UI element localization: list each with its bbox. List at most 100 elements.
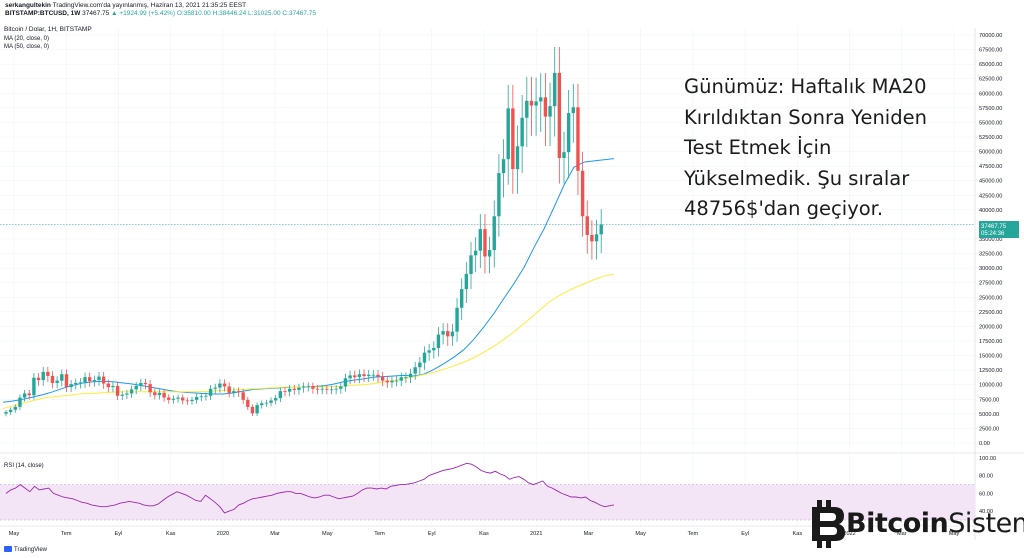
candle-body: [106, 383, 110, 388]
candle-body: [27, 393, 31, 396]
candle-body: [483, 229, 487, 257]
annotation-line: Günümüz: Haftalık MA20: [684, 75, 927, 98]
candle-body: [18, 397, 22, 407]
time-tick-label: 2022: [843, 531, 855, 537]
bitcoinsistemi-brand: BitcoinSistemi: [808, 498, 1024, 550]
candle-body: [515, 146, 520, 170]
moving-averages: [2, 158, 615, 410]
candle-body: [36, 377, 41, 381]
candle-body: [362, 374, 366, 376]
candle-body: [334, 388, 338, 390]
tradingview-logo[interactable]: TradingView: [4, 546, 47, 553]
price-tick-label: 12500.00: [979, 368, 1002, 374]
candle-body: [511, 108, 515, 170]
candle-body: [213, 387, 217, 389]
candle-body: [320, 388, 324, 390]
price-tick-label: 47500.00: [979, 164, 1002, 170]
legend-ma50: MA (50, close, 0): [4, 44, 49, 50]
candle-body: [255, 405, 259, 414]
candle-body: [548, 106, 552, 117]
candle-body: [408, 373, 413, 378]
candle-body: [185, 400, 190, 402]
candle-body: [576, 107, 580, 171]
candle-body: [376, 374, 380, 377]
time-tick-label: Mar: [270, 531, 280, 537]
candle-body: [274, 398, 278, 401]
candle-body: [380, 376, 385, 381]
time-tick-label: Tem: [61, 531, 72, 537]
candle-body: [204, 395, 208, 397]
candle-body: [199, 396, 203, 398]
candle-body: [218, 383, 222, 388]
candle-body: [55, 380, 59, 383]
price-tick-label: 5000.00: [979, 412, 999, 418]
time-tick-label: Eyl: [741, 531, 749, 537]
candle-body: [241, 392, 245, 400]
price-tick-label: 65000.00: [979, 62, 1002, 68]
candle-body: [590, 234, 594, 242]
price-tick-label: 30000.00: [979, 266, 1002, 272]
candle-body: [78, 382, 83, 384]
candle-body: [367, 374, 371, 376]
author-name: serkangultekin: [5, 2, 51, 9]
site-name-part1: Bitcoin: [846, 508, 949, 539]
candle-body: [357, 374, 362, 378]
candle-body: [13, 406, 17, 410]
candle-body: [571, 107, 575, 114]
price-change: ▲ +1924.99 (+5.42%): [111, 10, 176, 17]
candle-body: [167, 397, 171, 400]
candle-body: [69, 384, 73, 388]
last-price: 37467.75: [82, 10, 110, 17]
last-price-marker: 37467.75 05:24:36: [979, 221, 1019, 238]
rsi-tick-label: 60.00: [979, 491, 993, 497]
candle-body: [157, 392, 162, 396]
price-tick-label: 57500.00: [979, 106, 1002, 112]
time-tick-label: 2020: [217, 531, 229, 537]
candle-body: [478, 229, 482, 251]
time-tick-label: May: [635, 531, 646, 537]
price-tick-label: 52500.00: [979, 135, 1002, 141]
time-tick-label: May: [9, 531, 20, 537]
candle-body: [390, 380, 394, 383]
candle-body: [520, 117, 524, 147]
price-tick-label: 40000.00: [979, 208, 1002, 214]
candle-body: [101, 376, 106, 384]
site-name-part2: Sistemi: [948, 508, 1024, 539]
candle-body: [88, 377, 92, 382]
candle-body: [446, 331, 450, 337]
candle-body: [353, 375, 357, 378]
candle-body: [264, 402, 269, 404]
candle-body: [432, 347, 436, 351]
candle-body: [22, 393, 27, 398]
time-tick-label: Tem: [374, 531, 385, 537]
candlestick-series: [4, 46, 603, 417]
price-tick-label: 50000.00: [979, 150, 1002, 156]
candle-body: [111, 385, 115, 388]
candle-body: [292, 388, 296, 390]
time-tick-label: May: [949, 531, 960, 537]
candle-body: [315, 388, 320, 390]
candle-body: [450, 331, 455, 337]
candle-body: [4, 412, 8, 414]
candle-body: [297, 387, 301, 390]
candle-body: [269, 400, 273, 403]
candle-body: [162, 392, 166, 398]
candle-body: [436, 334, 441, 348]
tradingview-icon: [4, 546, 12, 552]
candle-body: [227, 386, 231, 393]
annotation-line: 48756$'dan geçiyor.: [684, 197, 884, 220]
price-tick-label: 70000.00: [979, 33, 1002, 39]
annotation-line: Kırıldıktan Sonra Yeniden: [684, 105, 927, 129]
candle-body: [525, 100, 529, 118]
candle-body: [129, 389, 134, 394]
time-tick-label: May: [322, 531, 333, 537]
candle-body: [236, 391, 241, 393]
candle-body: [153, 392, 157, 396]
candle-body: [50, 375, 55, 383]
legend-ma20: MA (20, close, 0): [4, 36, 49, 42]
candle-body: [283, 391, 287, 392]
candle-body: [501, 159, 506, 174]
price-axis: 70000.00 67500.00 65000.00 62500.00 60000.00…: [979, 33, 1002, 447]
bitcoin-icon: [812, 500, 845, 548]
candle-body: [143, 382, 148, 385]
